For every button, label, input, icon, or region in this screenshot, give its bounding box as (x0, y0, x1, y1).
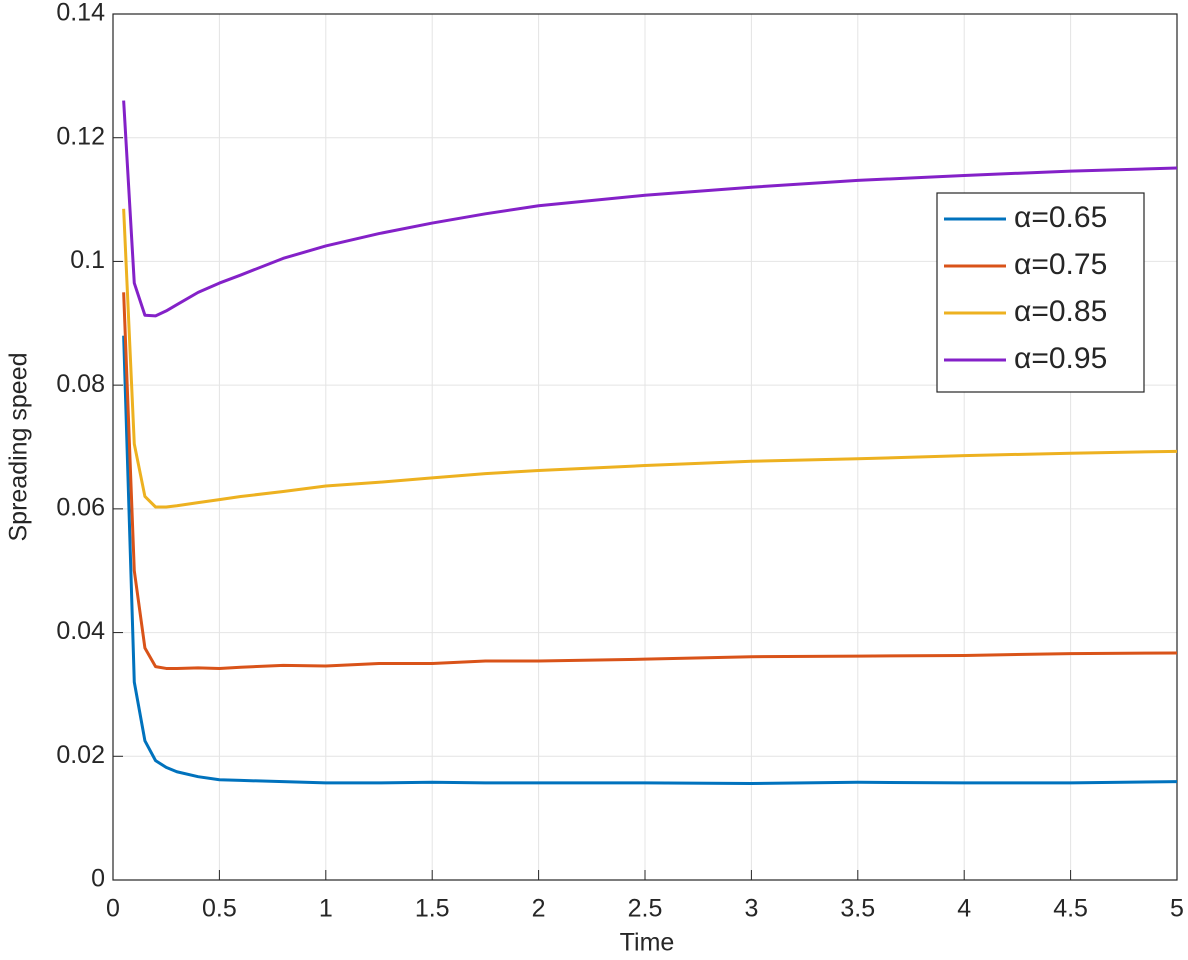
axes-box (112, 13, 1178, 881)
x-tick-label: 3.5 (840, 895, 875, 923)
y-tick-label: 0.14 (56, 0, 105, 27)
series-line (122, 292, 1178, 670)
series-line (122, 100, 1178, 318)
x-tick-label: 1 (319, 895, 333, 923)
legend-label: α=0.65 (1014, 201, 1107, 234)
y-tick-label: 0.08 (56, 370, 105, 398)
y-tick-label: 0.1 (70, 246, 105, 274)
legend: α=0.65 α=0.75 α=0.85 α=0.95 (936, 192, 1145, 393)
x-tick-label: 4 (957, 895, 971, 923)
x-tick-label: 5 (1170, 895, 1184, 923)
series-line (122, 208, 1178, 509)
x-tick-label: 2 (532, 895, 546, 923)
y-axis-label: Spreading speed (5, 352, 33, 541)
y-tick-label: 0.04 (56, 617, 105, 645)
x-tick-label: 2.5 (628, 895, 663, 923)
y-tick-label: 0.02 (56, 741, 105, 769)
x-tick-label: 4.5 (1053, 895, 1088, 923)
legend-label: α=0.95 (1014, 342, 1107, 375)
y-tick-label: 0.12 (56, 122, 105, 150)
x-tick-label: 3 (744, 895, 758, 923)
legend-label: α=0.75 (1014, 248, 1107, 281)
x-axis-label: Time (620, 929, 675, 957)
x-tick-label: 0.5 (202, 895, 237, 923)
y-tick-label: 0.06 (56, 493, 105, 521)
x-tick-label: 0 (106, 895, 120, 923)
legend-label: α=0.85 (1014, 295, 1107, 328)
x-tick-label: 1.5 (415, 895, 450, 923)
series-line (122, 335, 1178, 785)
y-tick-label: 0 (91, 865, 105, 893)
